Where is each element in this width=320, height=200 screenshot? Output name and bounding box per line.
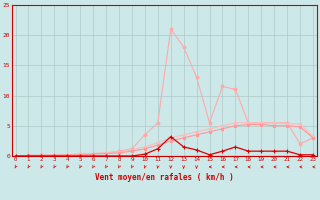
X-axis label: Vent moyen/en rafales ( km/h ): Vent moyen/en rafales ( km/h ) xyxy=(95,174,234,182)
